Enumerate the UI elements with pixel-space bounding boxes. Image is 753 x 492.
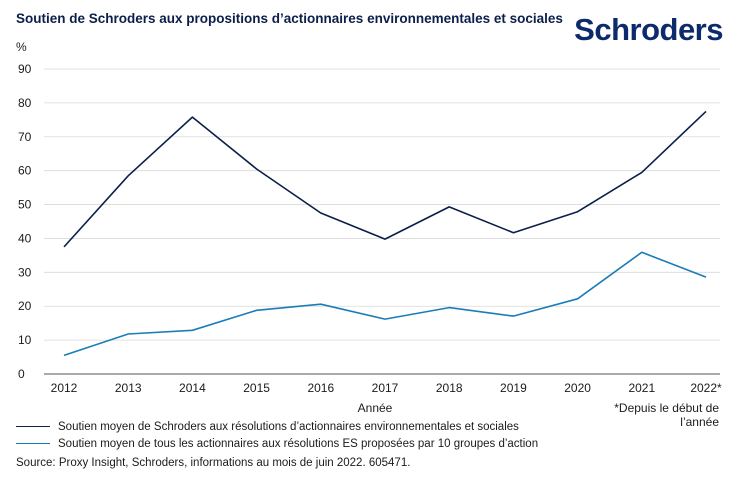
chart-title: Soutien de Schroders aux propositions d’… (16, 11, 563, 26)
schroders-logo: Schroders (574, 12, 723, 47)
y-tick-label: 40 (18, 231, 32, 245)
x-tick-label: 2020 (564, 381, 591, 395)
x-tick-label: 2014 (179, 381, 206, 395)
x-tick-label: 2019 (500, 381, 527, 395)
x-axis-label: Année (358, 401, 393, 415)
x-axis-ticks: 2012 2013 2014 2015 2016 2017 2018 2019 2020 2021… (51, 381, 722, 395)
x-tick-label: 2018 (436, 381, 463, 395)
y-axis-ticks: 0 10 20 30 40 50 60 70 80 90 (18, 62, 32, 381)
series-lines (63, 110, 707, 357)
source-note: Source: Proxy Insight, Schroders, inform… (16, 457, 411, 469)
x-tick-label: 2021 (628, 381, 655, 395)
legend: Soutien moyen de Schroders aux résolutio… (16, 418, 538, 452)
legend-label-all-shareholders: Soutien moyen de tous les actionnaires a… (58, 437, 539, 450)
legend-label-schroders: Soutien moyen de Schroders aux résolutio… (58, 420, 519, 433)
x-tick-label: 2016 (307, 381, 334, 395)
legend-item-all-shareholders: Soutien moyen de tous les actionnaires a… (16, 435, 538, 452)
legend-swatch-schroders (16, 426, 50, 427)
y-tick-label: 30 (18, 265, 32, 279)
x-tick-label: 2012 (51, 381, 78, 395)
y-tick-label: 0 (18, 367, 25, 381)
y-tick-label: 10 (18, 333, 32, 347)
y-tick-label: 80 (18, 96, 32, 110)
line-chart: 0 10 20 30 40 50 60 70 80 90 2012 2013 2014 2015 2016… (18, 62, 722, 415)
x-tick-label: 2017 (372, 381, 399, 395)
y-tick-label: 20 (18, 299, 32, 313)
series-line-schroders (63, 110, 707, 248)
y-tick-label: 50 (18, 198, 32, 212)
grid-lines (44, 68, 720, 375)
y-axis-unit: % (16, 40, 27, 54)
y-tick-label: 60 (18, 164, 32, 178)
x-tick-label: 2015 (243, 381, 270, 395)
footnote: *Depuis le début de l’année (614, 401, 719, 429)
legend-item-schroders: Soutien moyen de Schroders aux résolutio… (16, 418, 538, 435)
x-tick-label: 2022* (690, 381, 722, 395)
x-tick-label: 2013 (115, 381, 142, 395)
legend-swatch-all-shareholders (16, 443, 50, 444)
y-tick-label: 70 (18, 130, 32, 144)
y-tick-label: 90 (18, 62, 32, 76)
